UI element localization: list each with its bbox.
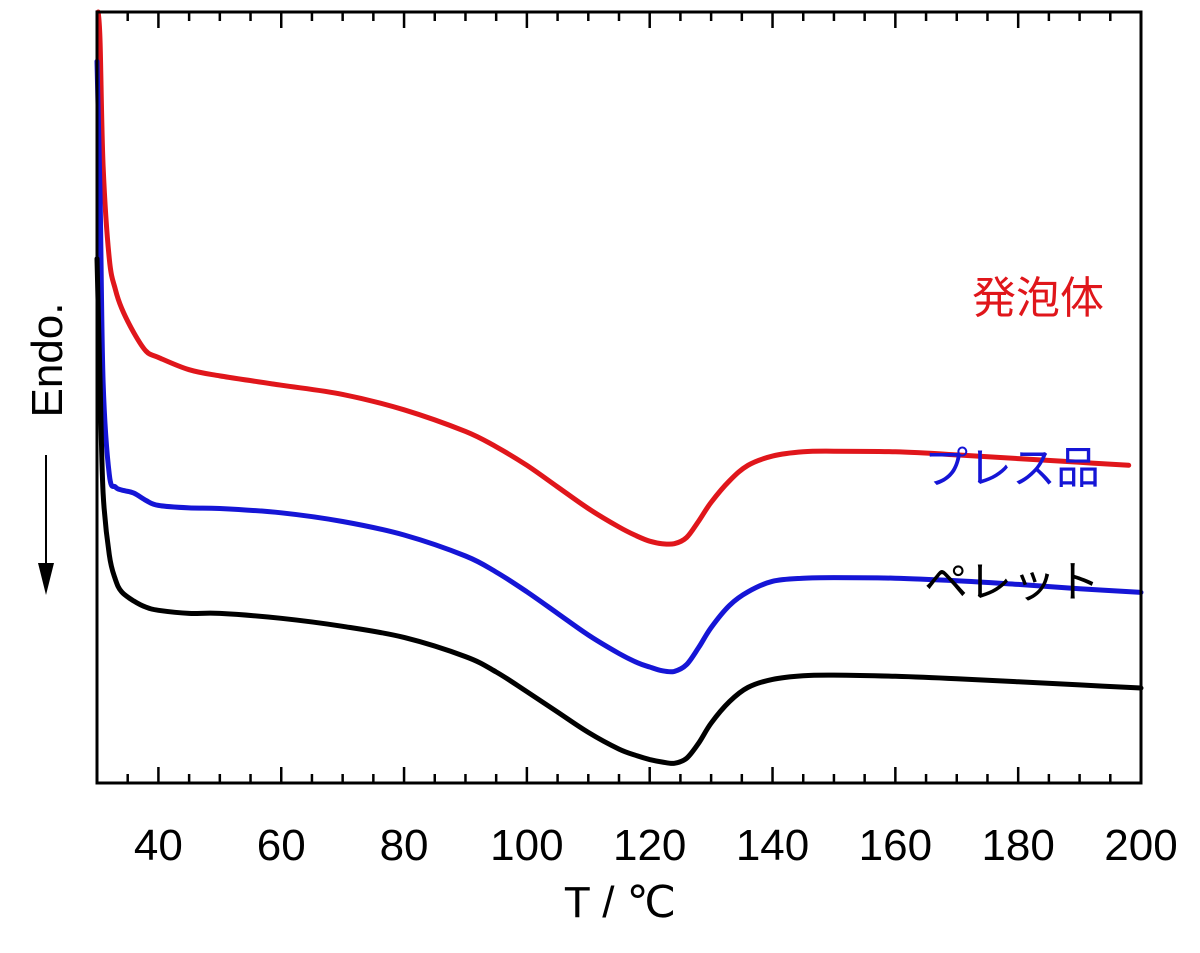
plot-frame [95, 10, 1143, 785]
series-label-foam: 発泡体 [972, 273, 1104, 324]
series-lines [94, 9, 1144, 766]
x-tick-label: 60 [257, 821, 306, 870]
series-line-foam [95, 9, 1132, 547]
x-axis-title: T / ℃ [564, 878, 676, 927]
y-axis-title: Endo. [23, 303, 72, 418]
x-tick-label: 160 [859, 821, 932, 870]
series-label-pressed: プレス品 [924, 443, 1100, 494]
x-tick-label: 180 [981, 821, 1054, 870]
x-tick-label: 120 [613, 821, 686, 870]
endo-arrow [38, 455, 54, 595]
x-ticks [126, 12, 1112, 783]
series-line-pellet [94, 256, 1144, 766]
x-tick-label: 100 [490, 821, 563, 870]
x-tick-labels: 40 60 80 100 120 140 160 180 200 [134, 821, 1178, 870]
series-label-pellet: ペレット [924, 557, 1100, 608]
x-tick-label: 80 [380, 821, 429, 870]
x-tick-label: 40 [134, 821, 183, 870]
x-tick-label: 200 [1104, 821, 1177, 870]
series-line-pressed [94, 58, 1144, 675]
x-tick-label: 140 [736, 821, 809, 870]
